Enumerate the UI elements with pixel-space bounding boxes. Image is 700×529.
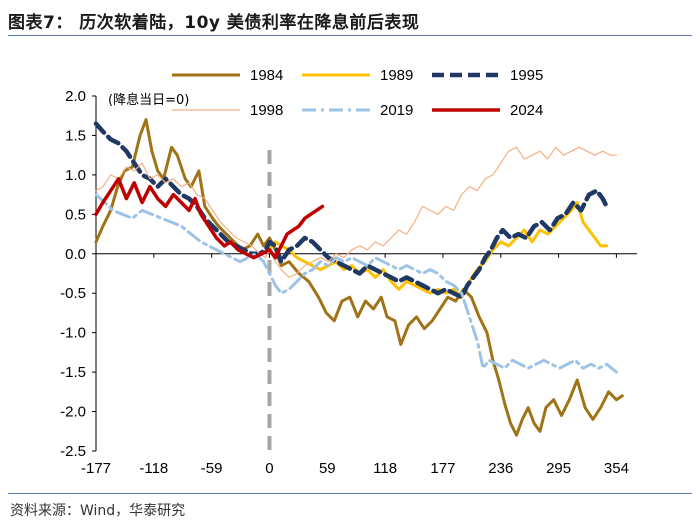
source-rule bbox=[8, 493, 692, 494]
x-tick-label: 177 bbox=[430, 460, 455, 477]
x-tick-label: -118 bbox=[139, 460, 168, 477]
legend-label-1995: 1995 bbox=[510, 67, 543, 84]
x-tick-label: 354 bbox=[604, 460, 629, 477]
x-tick-label: 0 bbox=[265, 460, 273, 477]
x-tick-label: 295 bbox=[546, 460, 571, 477]
series-line-2019 bbox=[94, 193, 618, 374]
legend-label-1998: 1998 bbox=[250, 102, 283, 119]
series-line-1984 bbox=[94, 118, 624, 437]
series-line-1998 bbox=[95, 146, 617, 278]
title-rule bbox=[8, 35, 692, 36]
legend-label-1989: 1989 bbox=[380, 67, 413, 84]
axes-group: 2.0 1.5 1.0 0.5 0.0 -0.5 -1.0 -1.5 -2.0 -2.5-177 -… bbox=[60, 88, 637, 477]
y-tick-label: -2.5 bbox=[60, 443, 86, 460]
y-tick-label: -2.0 bbox=[60, 404, 86, 421]
y-tick-label: 1.5 bbox=[65, 127, 86, 144]
y-tick-label: -0.5 bbox=[60, 285, 86, 302]
legend-group: 1984 1989 1995 1998 2019 2024 bbox=[172, 67, 543, 119]
source-note: 资料来源：Wind，华泰研究 bbox=[10, 503, 186, 519]
y-tick-label: 0.0 bbox=[65, 246, 86, 263]
legend-label-2019: 2019 bbox=[380, 102, 413, 119]
y-tick-label: -1.0 bbox=[60, 325, 86, 342]
x-tick-label: 59 bbox=[319, 460, 336, 477]
x-tick-label: 236 bbox=[488, 460, 513, 477]
legend-label-2024: 2024 bbox=[510, 102, 543, 119]
series-line-1995 bbox=[93, 121, 609, 300]
chart-annotation: (降息当日=0) bbox=[108, 92, 189, 108]
series-line-2024 bbox=[94, 177, 325, 260]
x-tick-label: 118 bbox=[373, 460, 397, 477]
series-group bbox=[93, 118, 624, 437]
legend-label-1984: 1984 bbox=[250, 67, 283, 84]
y-tick-label: 1.0 bbox=[65, 167, 86, 184]
x-tick-label: -177 bbox=[81, 460, 111, 477]
x-tick-label: -59 bbox=[201, 460, 223, 477]
y-tick-label: -1.5 bbox=[60, 364, 86, 381]
figure-title: 图表7： 历次软着陆，10y 美债利率在降息前后表现 bbox=[8, 13, 420, 33]
y-tick-label: 0.5 bbox=[65, 206, 86, 223]
y-tick-label: 2.0 bbox=[65, 88, 86, 105]
